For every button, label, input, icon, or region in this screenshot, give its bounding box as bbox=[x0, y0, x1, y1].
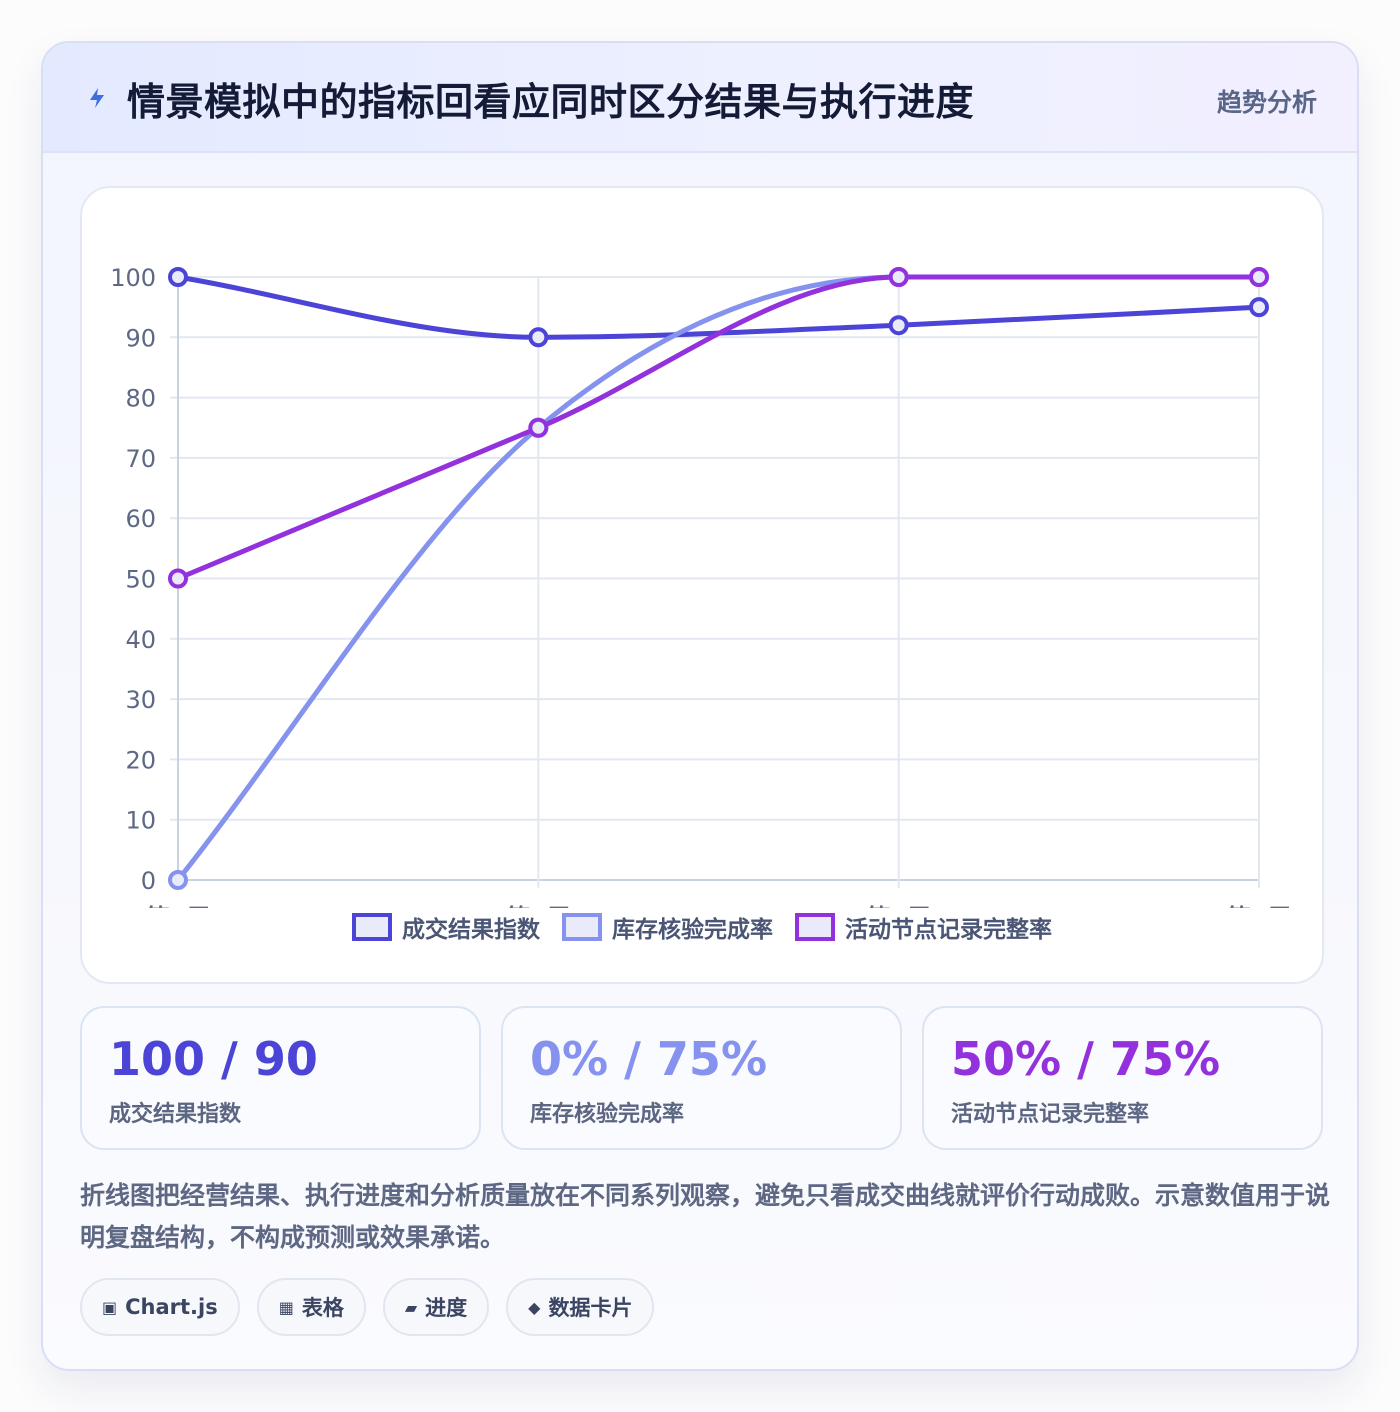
legend-item[interactable]: 成交结果指数 bbox=[352, 910, 540, 944]
x-tick-label: 第2周 bbox=[506, 904, 571, 908]
legend-label: 成交结果指数 bbox=[402, 917, 540, 943]
line-chart: 0 10 20 30 40 50 60 70 80 90 100 第1周 第2周 第3周 第4周 bbox=[110, 264, 1292, 908]
legend-swatch bbox=[795, 913, 835, 941]
stat-card: 0% / 75% 库存核验完成率 bbox=[501, 1006, 902, 1150]
data-point[interactable] bbox=[888, 267, 909, 287]
data-point[interactable] bbox=[168, 568, 188, 589]
header-tag: 趋势分析 bbox=[1216, 88, 1317, 117]
series-line-3 bbox=[177, 274, 1259, 581]
data-point[interactable] bbox=[528, 417, 549, 438]
data-point[interactable] bbox=[1249, 297, 1269, 318]
chart-icon: ▣ bbox=[102, 1297, 118, 1317]
legend-swatch bbox=[352, 913, 392, 941]
legend-swatch bbox=[562, 913, 602, 941]
x-tick-label: 第4周 bbox=[1227, 904, 1292, 908]
x-tick-label: 第1周 bbox=[146, 904, 211, 908]
x-tick-label: 第3周 bbox=[866, 904, 931, 908]
stat-card: 100 / 90 成交结果指数 bbox=[80, 1006, 481, 1150]
y-tick-label: 30 bbox=[125, 686, 156, 714]
legend-item[interactable]: 活动节点记录完整率 bbox=[795, 910, 1052, 944]
chip-label: 表格 bbox=[301, 1296, 344, 1320]
y-tick-label: 60 bbox=[125, 505, 156, 533]
chip-label: Chart.js bbox=[125, 1295, 218, 1319]
chart-description: 折线图把经营结果、执行进度和分析质量放在不同系列观察，避免只看成交曲线就评价行动… bbox=[80, 1181, 1331, 1252]
legend-item[interactable]: 库存核验完成率 bbox=[562, 910, 773, 944]
chip-table[interactable]: ▦ 表格 bbox=[256, 1278, 366, 1336]
stat-label: 活动节点记录完整率 bbox=[951, 1102, 1150, 1127]
tech-chips: ▣ Chart.js ▦ 表格 ▰ 进度 ◆ 数据卡片 bbox=[80, 1278, 655, 1336]
stat-value: 50% / 75% bbox=[951, 1032, 1221, 1086]
y-tick-label: 20 bbox=[125, 746, 156, 774]
chip-chartjs[interactable]: ▣ Chart.js bbox=[80, 1278, 240, 1336]
chip-progress[interactable]: ▰ 进度 bbox=[382, 1278, 490, 1336]
progress-icon: ▰ bbox=[404, 1297, 418, 1317]
card-header: 情景模拟中的指标回看应同时区分结果与执行进度 趋势分析 bbox=[43, 43, 1357, 153]
y-tick-label: 100 bbox=[110, 264, 156, 292]
y-tick-label: 50 bbox=[125, 566, 156, 594]
stat-value: 0% / 75% bbox=[530, 1032, 768, 1086]
chip-label: 进度 bbox=[425, 1296, 468, 1320]
legend-label: 活动节点记录完整率 bbox=[845, 917, 1052, 943]
table-icon: ▦ bbox=[278, 1297, 294, 1317]
data-point[interactable] bbox=[528, 327, 549, 348]
chart-panel: 0 10 20 30 40 50 60 70 80 90 100 第1周 第2周 第3周 第4周 成交结果指… bbox=[80, 186, 1324, 984]
page-title: 情景模拟中的指标回看应同时区分结果与执行进度 bbox=[127, 80, 975, 124]
data-point[interactable] bbox=[168, 870, 188, 890]
y-tick-label: 80 bbox=[125, 385, 156, 413]
y-tick-label: 90 bbox=[125, 324, 156, 352]
y-tick-label: 10 bbox=[125, 807, 156, 835]
y-tick-label: 40 bbox=[125, 626, 156, 654]
data-point[interactable] bbox=[1249, 267, 1269, 287]
data-point[interactable] bbox=[168, 267, 188, 287]
chip-data-card[interactable]: ◆ 数据卡片 bbox=[506, 1278, 655, 1336]
chart-card: 情景模拟中的指标回看应同时区分结果与执行进度 趋势分析 0 10 20 30 40 50 6… bbox=[41, 41, 1359, 1371]
stat-value: 100 / 90 bbox=[109, 1032, 318, 1086]
chart-legend: 成交结果指数 库存核验完成率 活动节点记录完整率 bbox=[82, 910, 1322, 944]
series-line-1 bbox=[177, 274, 1260, 340]
chip-label: 数据卡片 bbox=[548, 1296, 633, 1320]
data-point[interactable] bbox=[888, 315, 909, 336]
legend-label: 库存核验完成率 bbox=[612, 917, 773, 943]
stat-card: 50% / 75% 活动节点记录完整率 bbox=[922, 1006, 1323, 1150]
stat-label: 库存核验完成率 bbox=[530, 1102, 685, 1127]
bolt-icon bbox=[90, 88, 104, 108]
stat-label: 成交结果指数 bbox=[109, 1102, 242, 1127]
y-tick-label: 70 bbox=[125, 445, 156, 473]
y-tick-label: 0 bbox=[141, 867, 156, 895]
diamond-icon: ◆ bbox=[528, 1297, 541, 1317]
